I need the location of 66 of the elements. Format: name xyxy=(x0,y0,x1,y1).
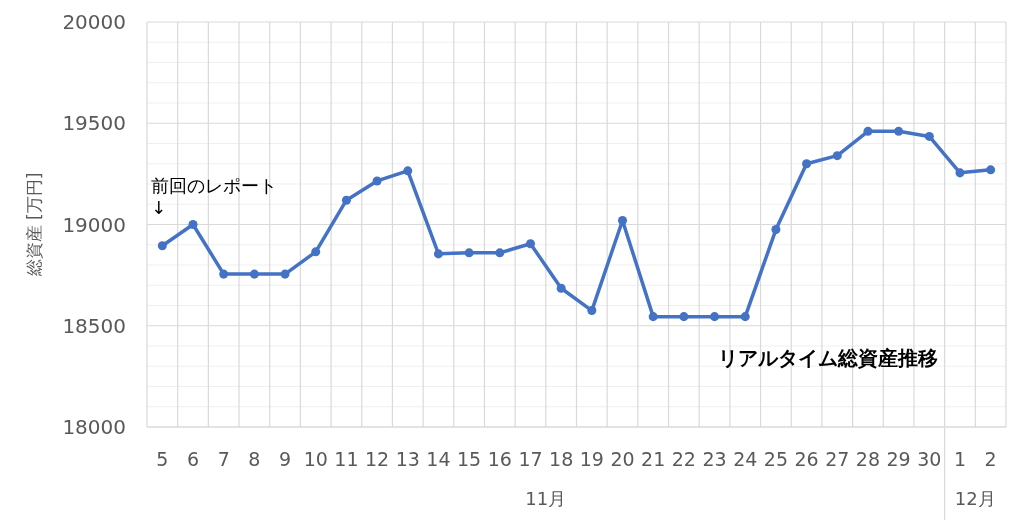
point xyxy=(587,306,597,316)
x-tick-label: 28 xyxy=(855,448,881,470)
point xyxy=(341,195,351,205)
x-tick-label: 27 xyxy=(825,448,850,470)
x-tick-label: 16 xyxy=(487,448,512,470)
point xyxy=(955,168,965,178)
x-tick-label: 23 xyxy=(702,448,727,470)
point xyxy=(618,215,628,225)
x-tick-label: 25 xyxy=(763,448,788,470)
y-tick-label: 18000 xyxy=(62,415,126,439)
y-axis-title: 総資産 [万円] xyxy=(24,172,44,278)
y-tick-label: 19000 xyxy=(62,212,126,237)
x-tick-label: 17 xyxy=(518,448,543,470)
point xyxy=(249,269,259,279)
x-tick-label: 13 xyxy=(395,448,420,470)
point xyxy=(740,312,750,322)
x-tick-label: 12 xyxy=(365,448,390,470)
point xyxy=(648,312,658,322)
point xyxy=(986,165,996,175)
point xyxy=(372,176,382,186)
x-tick-label: 22 xyxy=(671,448,696,470)
x-tick-label: 24 xyxy=(733,448,758,470)
x-tick-label: 30 xyxy=(917,448,942,470)
x-tick-label: 10 xyxy=(303,448,328,470)
point xyxy=(802,159,812,169)
x-tick-label: 7 xyxy=(217,448,230,470)
point xyxy=(894,126,904,136)
x-tick-label: 1 xyxy=(953,448,967,470)
point xyxy=(219,269,229,279)
point xyxy=(832,151,842,161)
x-tick-label: 9 xyxy=(279,448,292,470)
text: 12月 xyxy=(954,488,996,509)
y-tick-label: 18500 xyxy=(62,313,126,338)
point xyxy=(924,131,934,141)
point xyxy=(679,312,689,322)
y-tick-label: 20000 xyxy=(62,10,126,34)
x-tick-label: 26 xyxy=(794,448,819,470)
x-tick-label: 2 xyxy=(984,448,997,470)
x-tick-label: 20 xyxy=(610,448,635,470)
x-tick-label: 11 xyxy=(334,448,359,470)
point xyxy=(495,248,505,258)
point xyxy=(556,283,566,293)
point xyxy=(311,247,321,257)
point xyxy=(403,166,413,176)
x-tick-label: 21 xyxy=(641,448,666,470)
point xyxy=(464,248,474,258)
annotation: 前回のレポート ↓ xyxy=(151,174,278,218)
text: 11月 xyxy=(525,488,567,509)
x-tick-label: 6 xyxy=(186,448,200,470)
point xyxy=(863,126,873,136)
point xyxy=(433,249,443,259)
text: リアルタイム総資産推移 xyxy=(718,346,938,370)
point xyxy=(771,225,781,235)
point xyxy=(710,312,720,322)
point xyxy=(525,239,535,249)
x-tick-label: 15 xyxy=(457,448,482,470)
x-tick-label: 14 xyxy=(426,448,451,470)
point xyxy=(157,241,167,251)
x-tick-label: 18 xyxy=(549,448,574,470)
point xyxy=(188,219,198,230)
point xyxy=(280,269,290,279)
x-tick-label: 5 xyxy=(156,448,169,470)
x-tick-label: 8 xyxy=(248,448,261,470)
x-tick-label: 19 xyxy=(579,448,604,470)
y-tick-label: 19500 xyxy=(62,111,126,136)
x-tick-label: 29 xyxy=(886,448,911,470)
